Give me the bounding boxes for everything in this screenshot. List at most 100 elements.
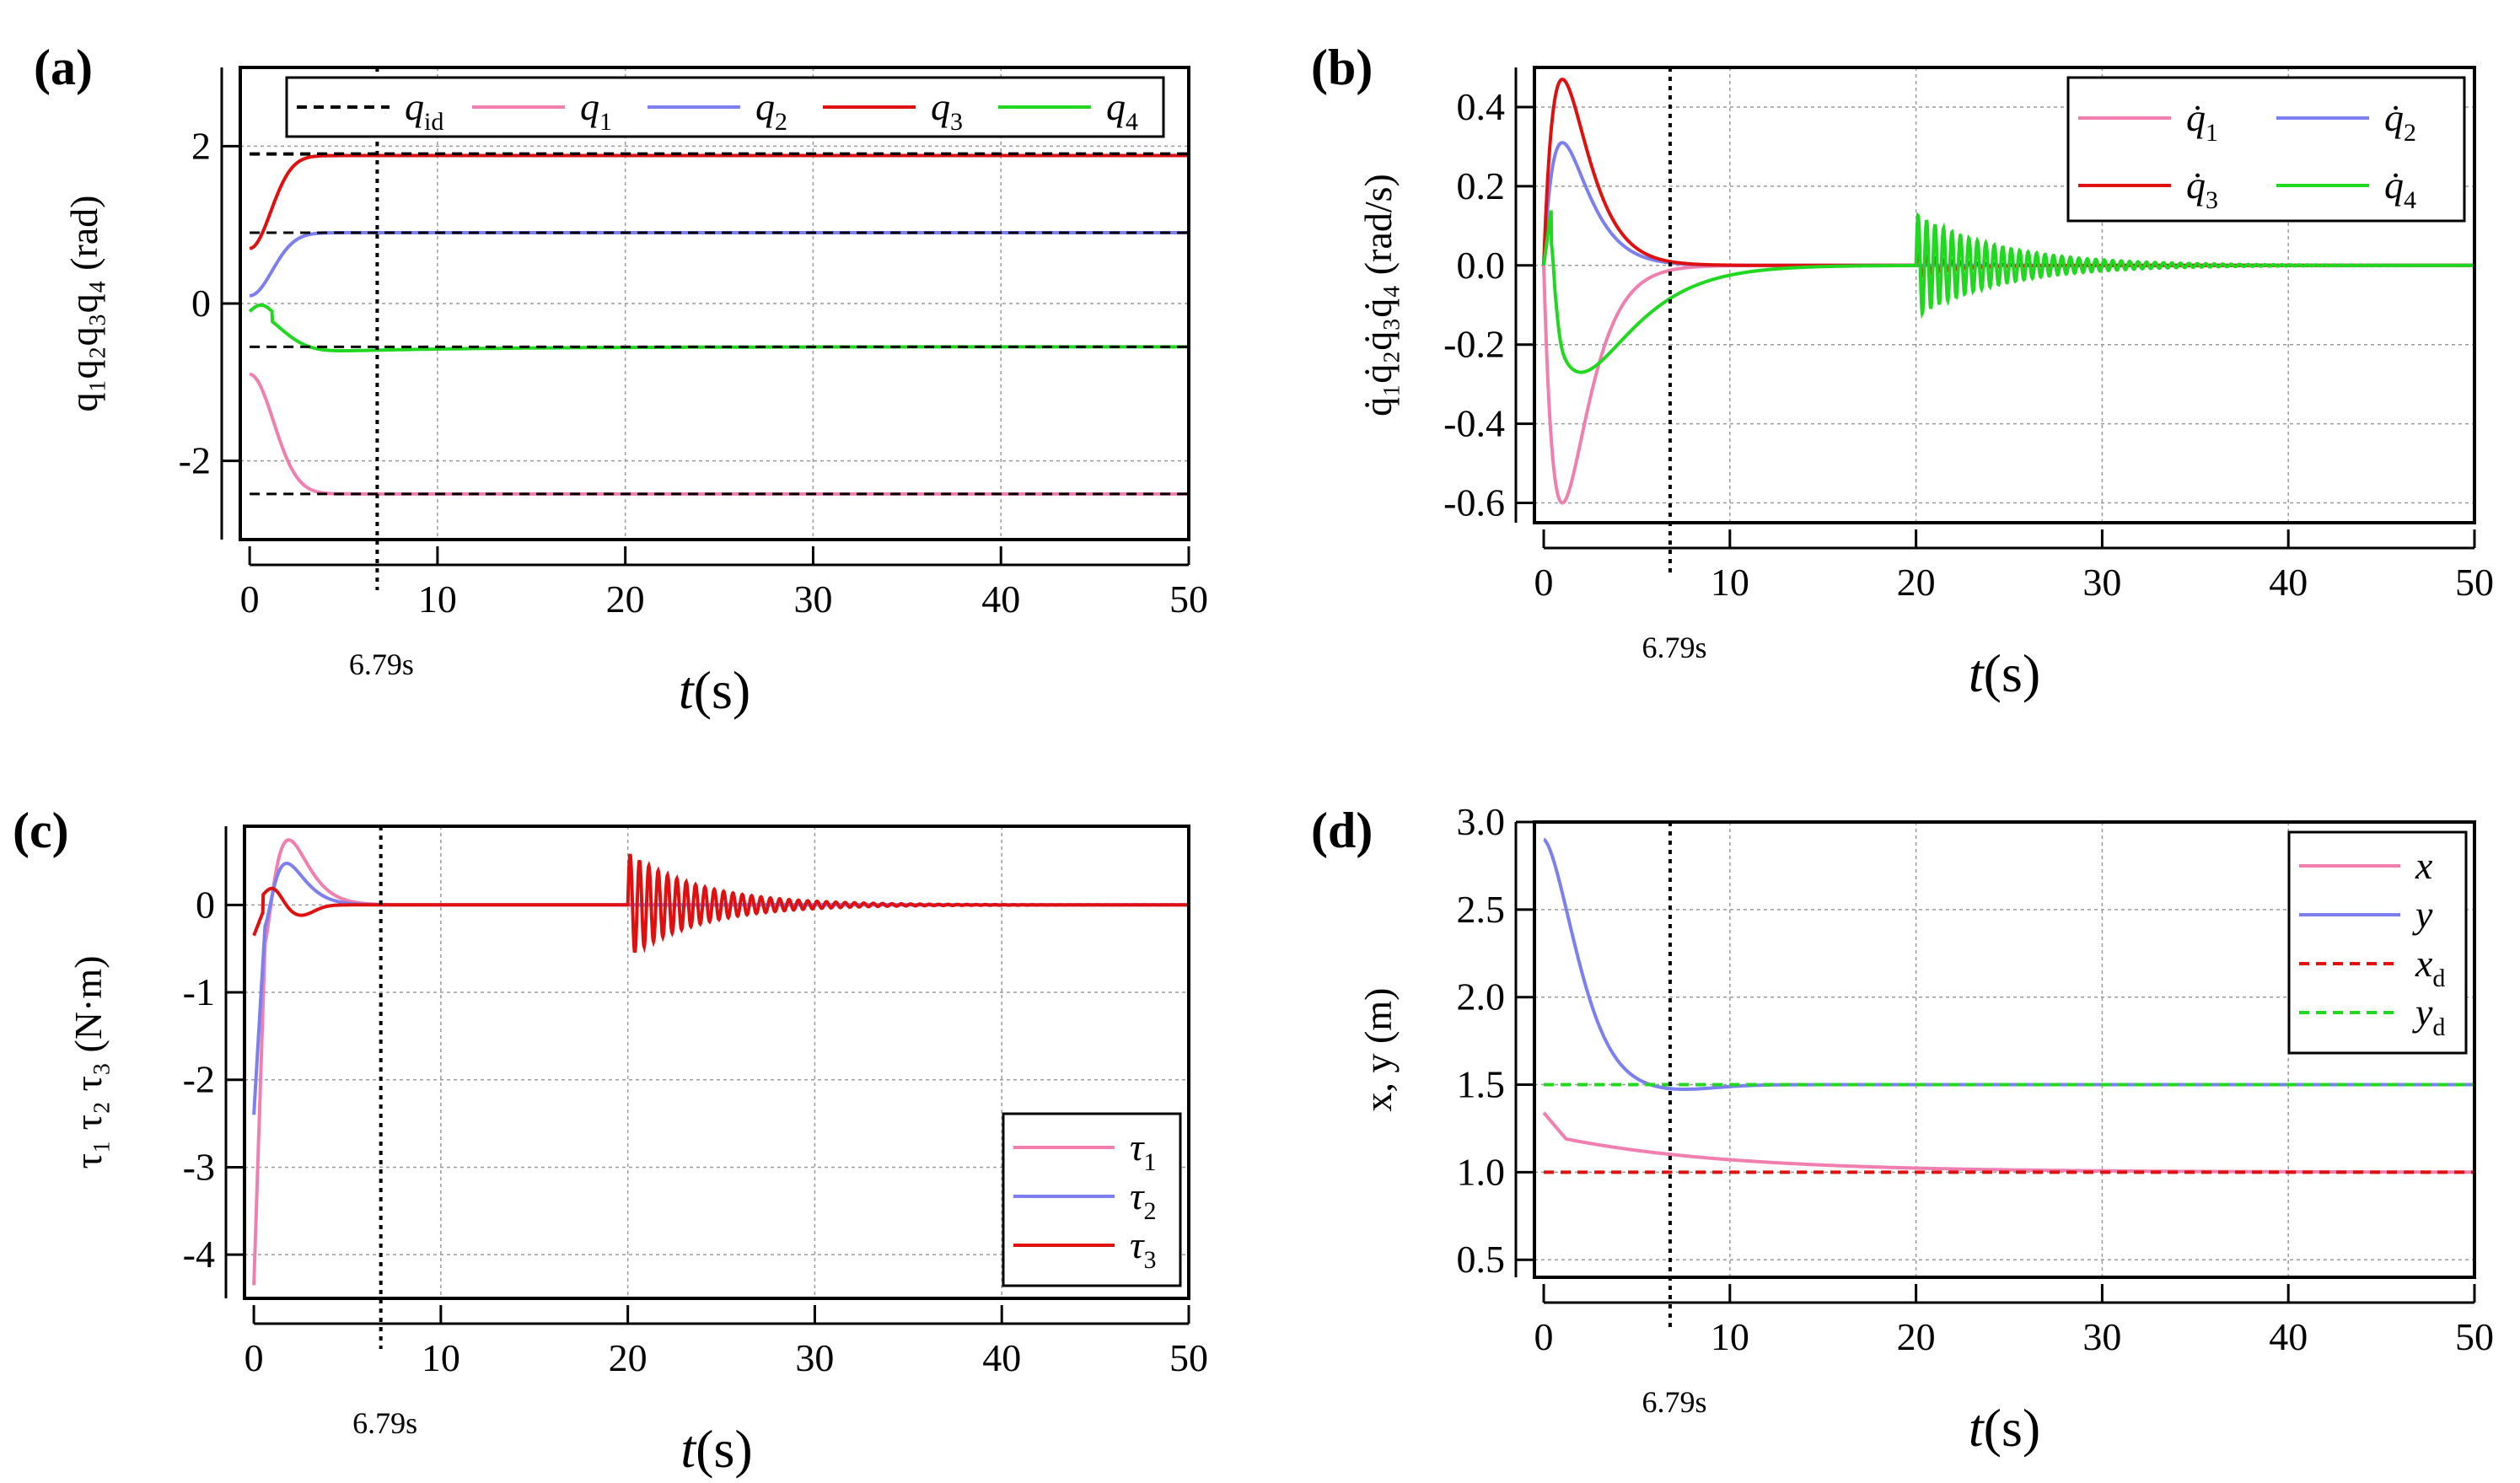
x-tick-label: 30	[2082, 1315, 2121, 1358]
series-lines	[252, 838, 1189, 1286]
y-axis-label: τ₁ τ₂ τ₃ (N·m)	[67, 955, 110, 1169]
y-tick-label: 3.0	[1457, 800, 1506, 843]
x-tick-label: 50	[2455, 1315, 2494, 1358]
legend-subscript: 3	[1143, 1246, 1156, 1274]
legend-entry: τ1	[1013, 1126, 1156, 1176]
legend-symbol: q	[1106, 85, 1126, 128]
legend-subscript: 1	[1143, 1148, 1156, 1176]
y-tick-label: -3	[183, 1145, 215, 1188]
legend: qid q1 q2 q3 q4	[285, 76, 1165, 138]
x-tick-label: 50	[1169, 1336, 1208, 1379]
legend: q̇1 q̇2q̇3 q̇4	[2066, 76, 2466, 223]
reference-lines	[250, 153, 1189, 496]
x-tick-label: 10	[422, 1336, 460, 1379]
x-tick-label: 0	[1534, 561, 1554, 604]
legend-subscript: 4	[1126, 108, 1138, 136]
legend-subscript: id	[424, 108, 443, 136]
legend-symbol: q	[405, 85, 424, 128]
x-axis-label-unit: (s)	[694, 660, 751, 720]
legend-entry: q2	[647, 85, 787, 136]
convergence-time-label: 6.79s	[352, 1406, 417, 1440]
series-line-q1	[1542, 263, 2474, 505]
legend-label: q̇4	[2384, 164, 2416, 214]
legend-symbol: q	[580, 85, 599, 128]
convergence-time-label: 6.79s	[349, 647, 414, 681]
legend-symbol: y	[2412, 893, 2433, 936]
y-tick-label: 2.0	[1457, 975, 1506, 1018]
x-tick-label: 20	[606, 578, 645, 621]
legend-subscript: 4	[2404, 186, 2416, 214]
y-tick-label: -0.4	[1443, 402, 1505, 445]
y-tick-label: -2	[183, 1058, 215, 1101]
legend-subscript: 3	[950, 108, 963, 136]
legend-entry: x	[2299, 844, 2433, 887]
panel-d: 6.79s 0 10 20 30 40 50 0.5 1.0 1.5 2.0 2.5 3.0 (d) x, …	[1311, 800, 2494, 1458]
legend-box	[1002, 1112, 1182, 1287]
legend-subscript: 1	[599, 108, 612, 136]
x-axis: 0 10 20 30 40 50	[1534, 529, 2494, 604]
legend-symbol: τ	[1130, 1126, 1145, 1169]
panel-c: 6.79s 0 10 20 30 40 50 -4 -3 -2 -1 0 (c) τ₁ τ₂ τ₃ (N·…	[13, 803, 1208, 1479]
y-tick-label: 0.5	[1457, 1238, 1506, 1281]
y-tick-label: 0.2	[1457, 164, 1506, 207]
legend-label: τ2	[1130, 1174, 1156, 1225]
legend-entry: q̇1	[2078, 96, 2218, 147]
x-tick-label: 40	[2269, 561, 2308, 604]
plot-frame	[239, 66, 1190, 541]
x-axis-label-variable: t	[1969, 1398, 1985, 1458]
plot-frame	[1533, 66, 2476, 524]
y-tick-label: 0	[196, 883, 215, 926]
y-axis: -2 0 2	[179, 67, 239, 540]
legend-symbol: q	[755, 85, 775, 128]
legend-symbol: x	[2415, 844, 2433, 887]
series-line-q1	[250, 373, 1189, 496]
y-tick-label: 2	[191, 124, 211, 167]
legend-subscript: 1	[2206, 119, 2218, 147]
legend-box	[2066, 76, 2466, 223]
legend-entry: q3	[823, 85, 963, 136]
x-axis-label-variable: t	[1969, 643, 1985, 703]
legend-label: q3	[931, 85, 963, 136]
y-tick-label: -1	[183, 970, 215, 1013]
panel-b: 6.79s 0 10 20 30 40 50 -0.6 -0.4 -0.2 0.0 0.2 0.4 (b)…	[1311, 40, 2494, 703]
x-axis-label: t(s)	[1969, 1398, 2040, 1458]
series-lines	[248, 152, 1189, 496]
x-tick-label: 0	[240, 578, 260, 621]
x-tick-label: 20	[1897, 1315, 1936, 1358]
y-tick-label: 0.4	[1457, 85, 1506, 128]
panel-label: (b)	[1311, 40, 1373, 95]
legend-symbol: q̇	[2186, 96, 2206, 139]
y-tick-label: 0	[191, 282, 211, 325]
x-axis: 0 10 20 30 40 50	[1534, 1284, 2494, 1358]
x-tick-label: 10	[418, 578, 457, 621]
legend-label: τ1	[1130, 1126, 1156, 1176]
legend-label: xd	[2415, 942, 2445, 992]
legend-symbol: q̇	[2186, 164, 2206, 207]
x-tick-label: 50	[2455, 561, 2494, 604]
legend-entry: q̇3	[2078, 164, 2218, 214]
legend-box	[2287, 830, 2468, 1055]
legend-label: qid	[405, 85, 443, 136]
x-axis-label-unit: (s)	[696, 1419, 753, 1479]
x-axis-label: t(s)	[1969, 643, 2040, 703]
y-tick-label: -4	[183, 1233, 215, 1276]
series-lines	[1542, 78, 2474, 505]
y-tick-label: 1.5	[1457, 1063, 1506, 1106]
x-axis: 0 10 20 30 40 50	[240, 546, 1208, 621]
legend-label: q̇3	[2186, 164, 2218, 214]
y-axis-label: q̇₁q̇₂q̇₃q̇₄ (rad/s)	[1357, 174, 1400, 416]
legend-entry: q4	[998, 85, 1138, 136]
legend-symbol: τ	[1130, 1174, 1145, 1217]
legend-symbol: y	[2412, 991, 2433, 1034]
panel-label: (c)	[13, 803, 69, 858]
legend-label: q1	[580, 85, 612, 136]
convergence-time-label: 6.79s	[1641, 631, 1706, 664]
x-tick-label: 40	[982, 1336, 1021, 1379]
x-axis-label: t(s)	[679, 660, 750, 720]
legend-label: q2	[755, 85, 787, 136]
plot-frame	[1533, 820, 2476, 1279]
series-line-q4	[1542, 210, 2474, 374]
legend-symbol: x	[2415, 942, 2433, 985]
y-axis: -0.6 -0.4 -0.2 0.0 0.2 0.4	[1443, 67, 1533, 524]
y-axis: -4 -3 -2 -1 0	[183, 826, 243, 1298]
